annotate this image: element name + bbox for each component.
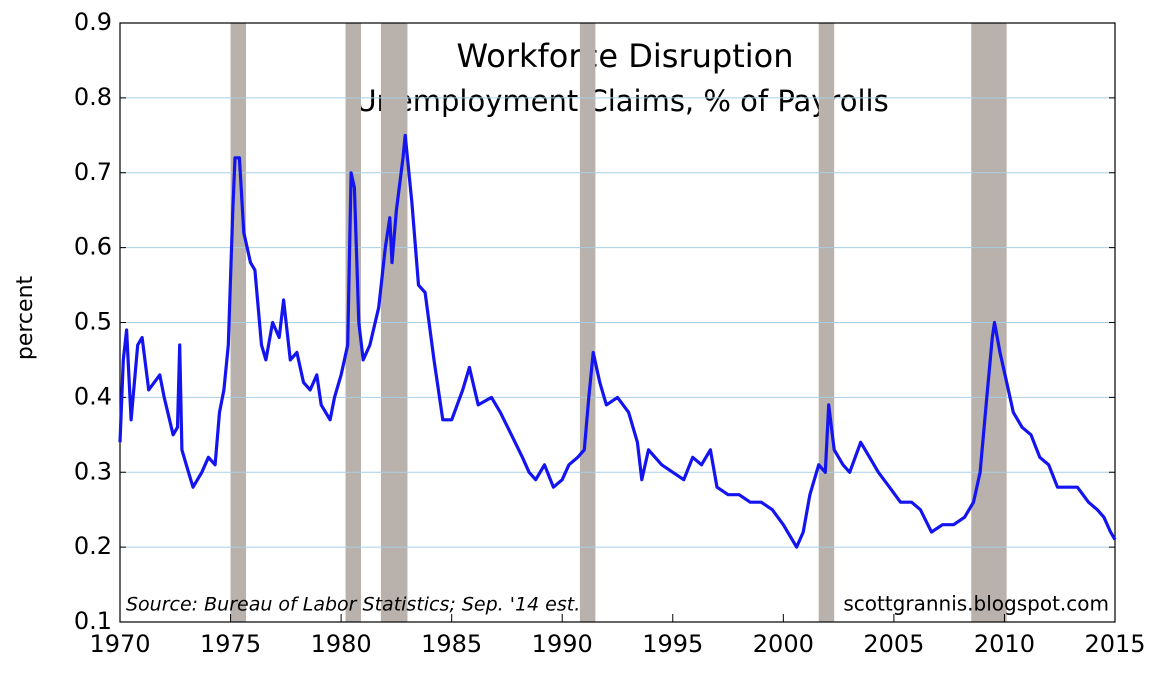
chart-title: Workforce Disruption (456, 37, 793, 75)
y-tick-label: 0.3 (74, 457, 112, 485)
y-tick-label: 0.8 (74, 83, 112, 111)
x-tick-label: 2015 (1084, 630, 1145, 658)
x-tick-label: 1985 (421, 630, 482, 658)
y-axis-label: percent (13, 275, 38, 360)
website-note: scottgrannis.blogspot.com (843, 592, 1109, 616)
chart-subtitle: Unemployment Claims, % of Payrolls (355, 84, 888, 118)
x-tick-label: 1980 (311, 630, 372, 658)
x-tick-label: 2005 (863, 630, 924, 658)
x-tick-label: 1995 (642, 630, 703, 658)
y-tick-label: 0.2 (74, 532, 112, 560)
y-tick-label: 0.1 (74, 607, 112, 635)
source-note: Source: Bureau of Labor Statistics; Sep.… (126, 594, 580, 616)
x-tick-label: 1970 (89, 630, 150, 658)
y-tick-label: 0.5 (74, 308, 112, 336)
x-tick-label: 2000 (753, 630, 814, 658)
x-tick-label: 1990 (532, 630, 593, 658)
y-tick-label: 0.7 (74, 158, 112, 186)
x-tick-label: 1975 (200, 630, 261, 658)
y-tick-label: 0.4 (74, 382, 112, 410)
data-line (118, 133, 1117, 549)
y-tick-label: 0.6 (74, 233, 112, 261)
x-tick-label: 2010 (974, 630, 1035, 658)
plot-frame (119, 22, 1116, 623)
y-tick-label: 0.9 (74, 8, 112, 36)
